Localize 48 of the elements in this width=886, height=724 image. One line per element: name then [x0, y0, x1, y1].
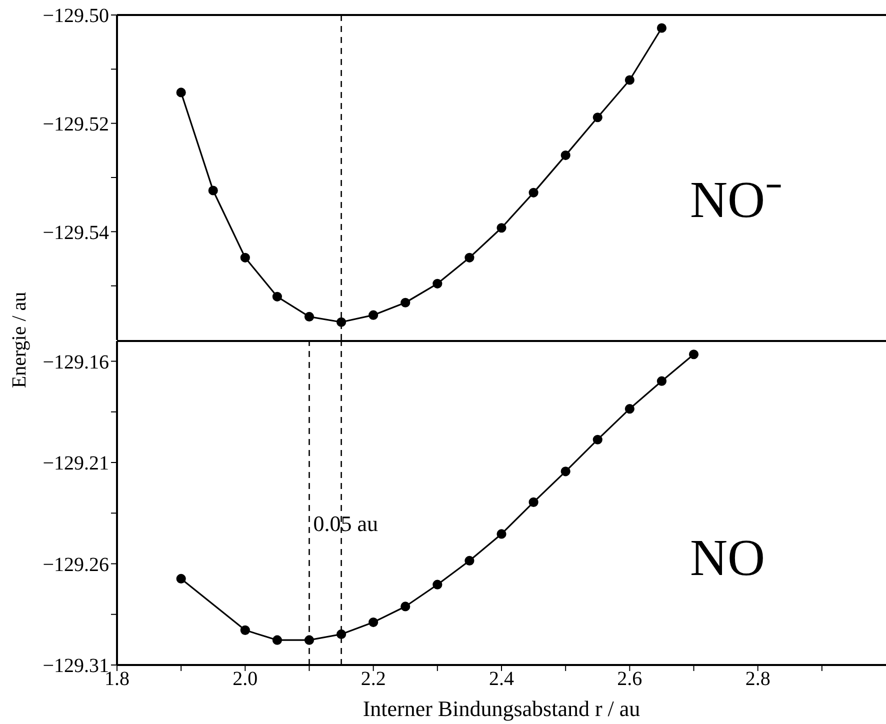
point	[272, 635, 282, 645]
annotation: NO	[690, 530, 766, 586]
point	[624, 75, 634, 85]
point	[464, 252, 474, 262]
y-tick-label: −129.21	[42, 452, 109, 475]
y-tick-label: −129.50	[42, 5, 109, 28]
point	[176, 88, 186, 98]
point	[528, 188, 538, 198]
point	[336, 629, 346, 640]
point	[624, 404, 634, 414]
x-tick-label: 2.4	[489, 668, 514, 690]
point	[176, 574, 186, 584]
x-axis-title: Interner Bindungsabstand r / au	[362, 696, 640, 721]
point	[336, 317, 346, 327]
point	[496, 223, 506, 233]
x-tick-label: 2.0	[232, 668, 258, 690]
point	[592, 112, 602, 122]
point	[208, 186, 218, 196]
x-tick-label: 2.2	[360, 668, 386, 690]
point	[240, 252, 250, 262]
x-tick-label: 2.6	[617, 668, 642, 690]
annotation: 0.05 au	[313, 511, 378, 536]
point	[592, 434, 602, 444]
y-axis-title: Energie / au	[8, 292, 32, 388]
point	[688, 350, 699, 360]
point	[240, 625, 250, 635]
point	[400, 602, 410, 612]
point	[304, 635, 314, 645]
point	[368, 310, 378, 320]
y-tick-label: −129.26	[42, 554, 109, 576]
point	[432, 278, 442, 288]
point	[432, 580, 442, 590]
point	[464, 556, 474, 566]
annotation: NO⁻	[690, 172, 784, 229]
y-tick-label: −129.52	[42, 113, 109, 136]
point	[656, 376, 667, 386]
x-tick-label: 2.8	[745, 668, 770, 690]
point	[560, 466, 570, 476]
point	[528, 497, 538, 507]
y-tick-label: −129.54	[42, 222, 109, 244]
point	[496, 529, 506, 539]
point	[656, 23, 667, 33]
point	[272, 292, 282, 302]
point	[304, 312, 314, 322]
point	[368, 617, 378, 628]
y-tick-label: −129.16	[42, 351, 109, 374]
point	[400, 298, 410, 308]
point	[560, 150, 570, 160]
